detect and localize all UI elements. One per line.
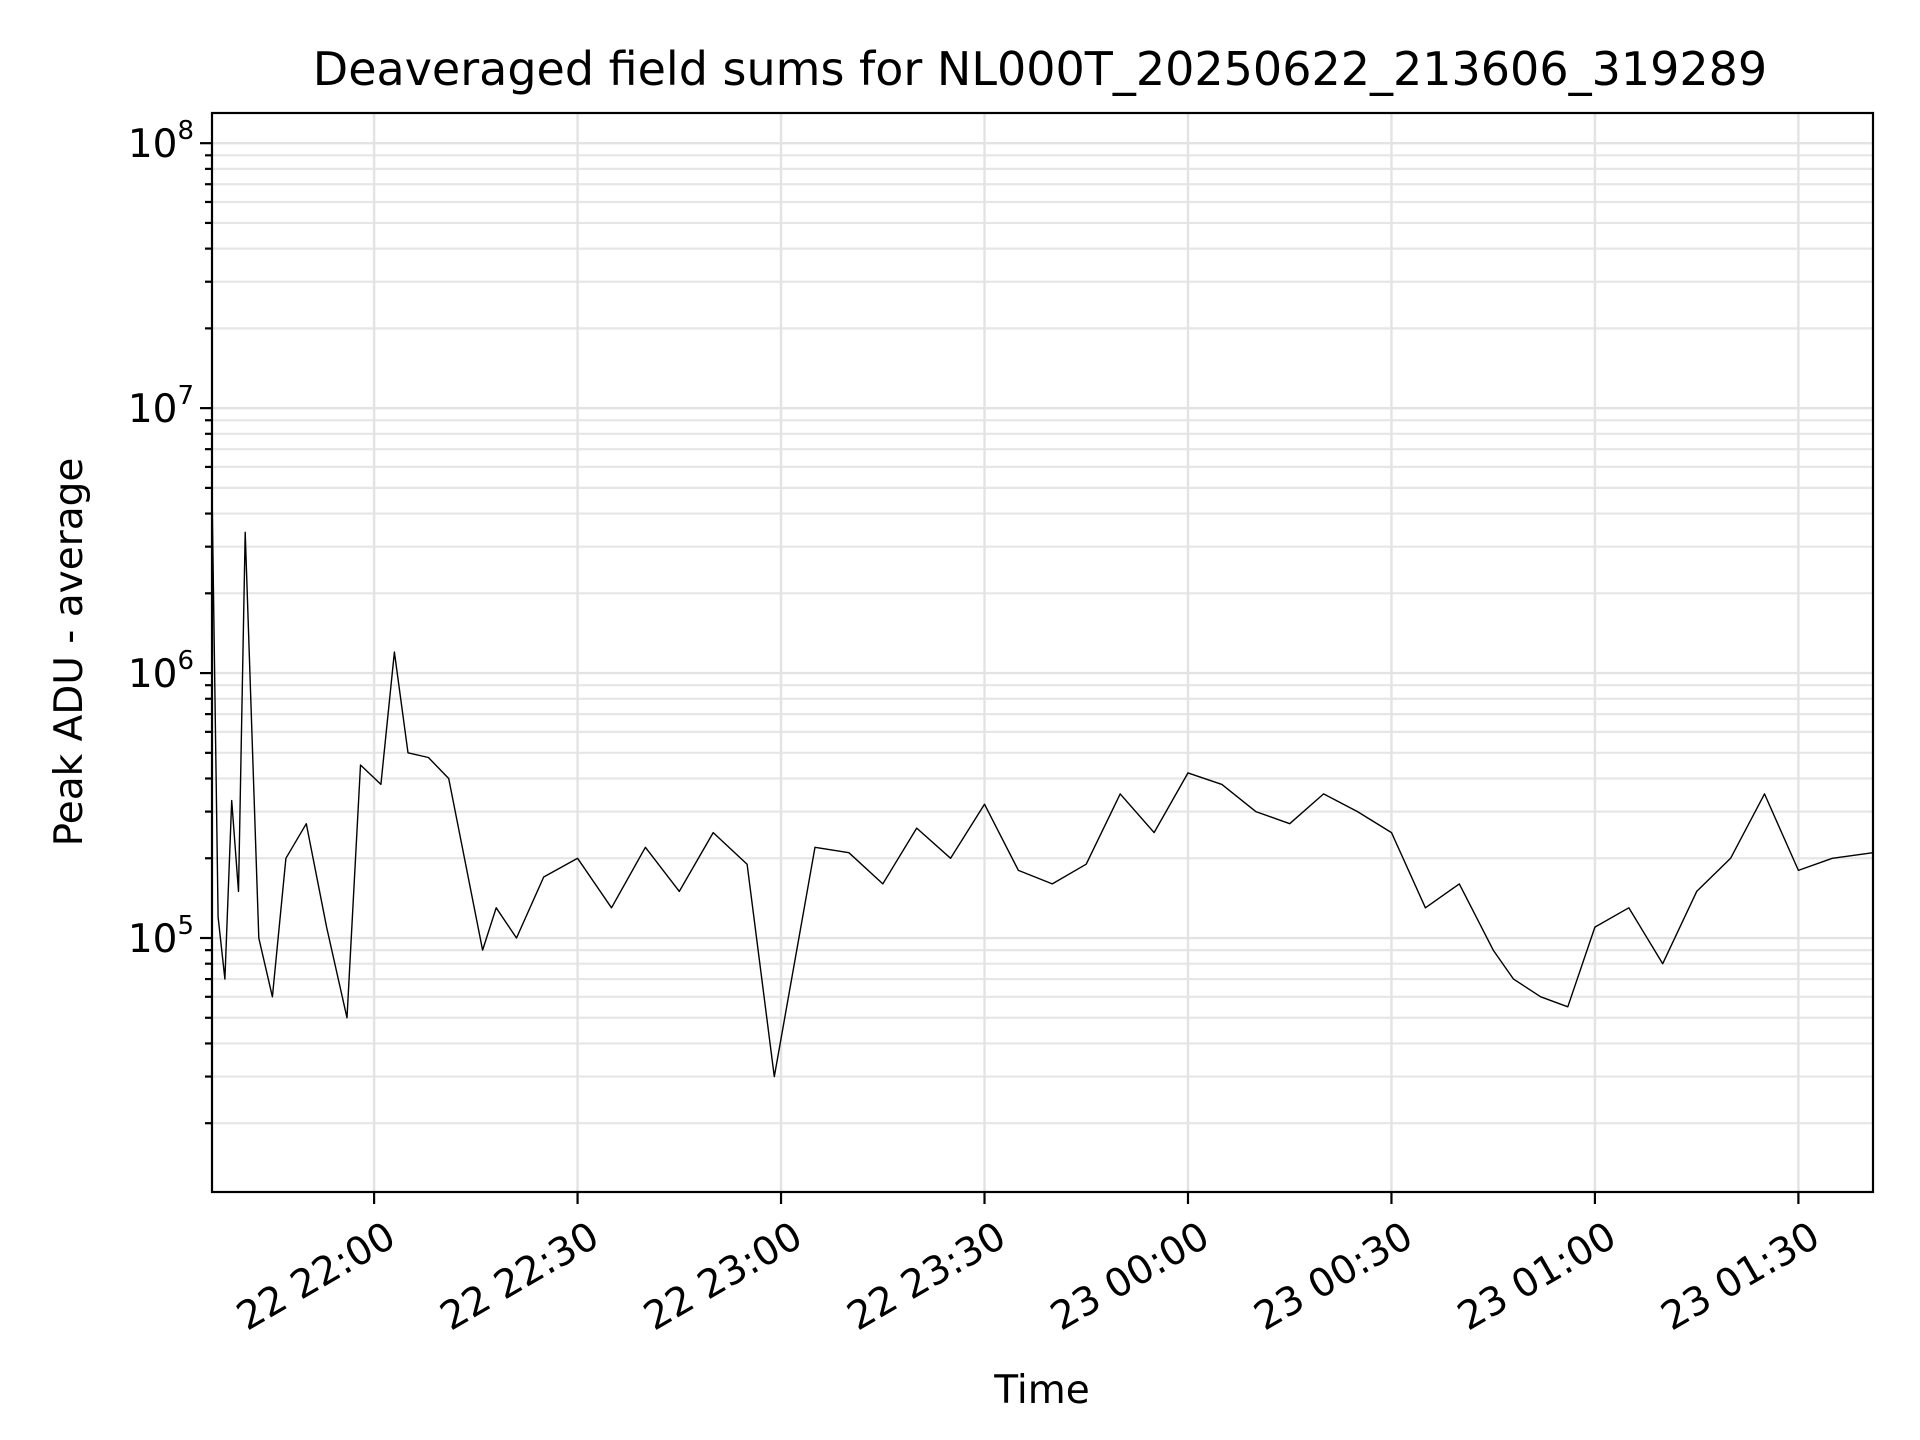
chart-title: Deaveraged field sums for NL000T_2025062… <box>313 42 1767 96</box>
plot-frame <box>210 111 1875 1194</box>
y-axis: 105 106 107 108 <box>128 116 212 1125</box>
y-tick-label: 107 <box>128 381 194 432</box>
y-axis-label: Peak ADU - average <box>47 458 92 847</box>
series-line <box>211 487 1874 1078</box>
y-tick-label: 108 <box>128 116 194 167</box>
x-axis-label: Time <box>993 1368 1089 1413</box>
y-tick-label: 106 <box>128 646 194 697</box>
y-tick-label: 105 <box>128 911 194 962</box>
series-layer <box>211 487 1874 1078</box>
grid-layer <box>212 113 1873 1192</box>
